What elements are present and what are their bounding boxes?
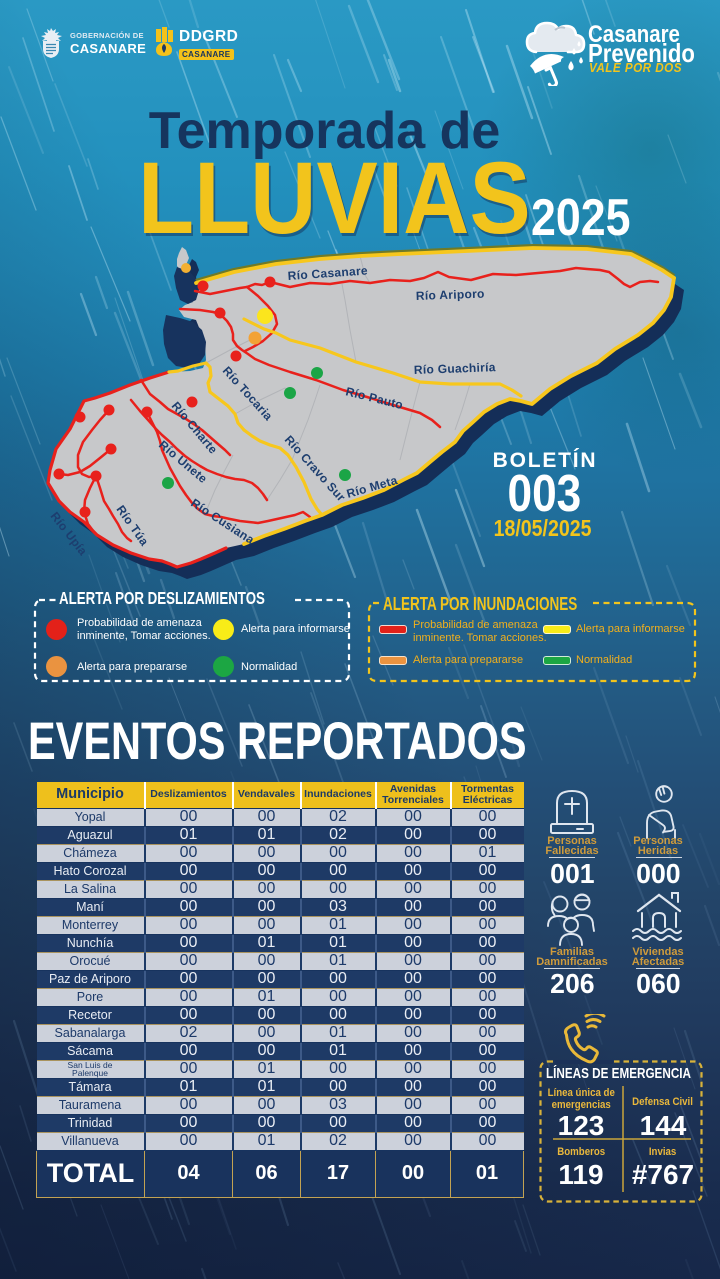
svg-text:Río Guachiría: Río Guachiría bbox=[414, 360, 496, 377]
svg-text:Río Ariporo: Río Ariporo bbox=[416, 287, 485, 303]
svg-text:Río Casanare: Río Casanare bbox=[287, 263, 368, 283]
